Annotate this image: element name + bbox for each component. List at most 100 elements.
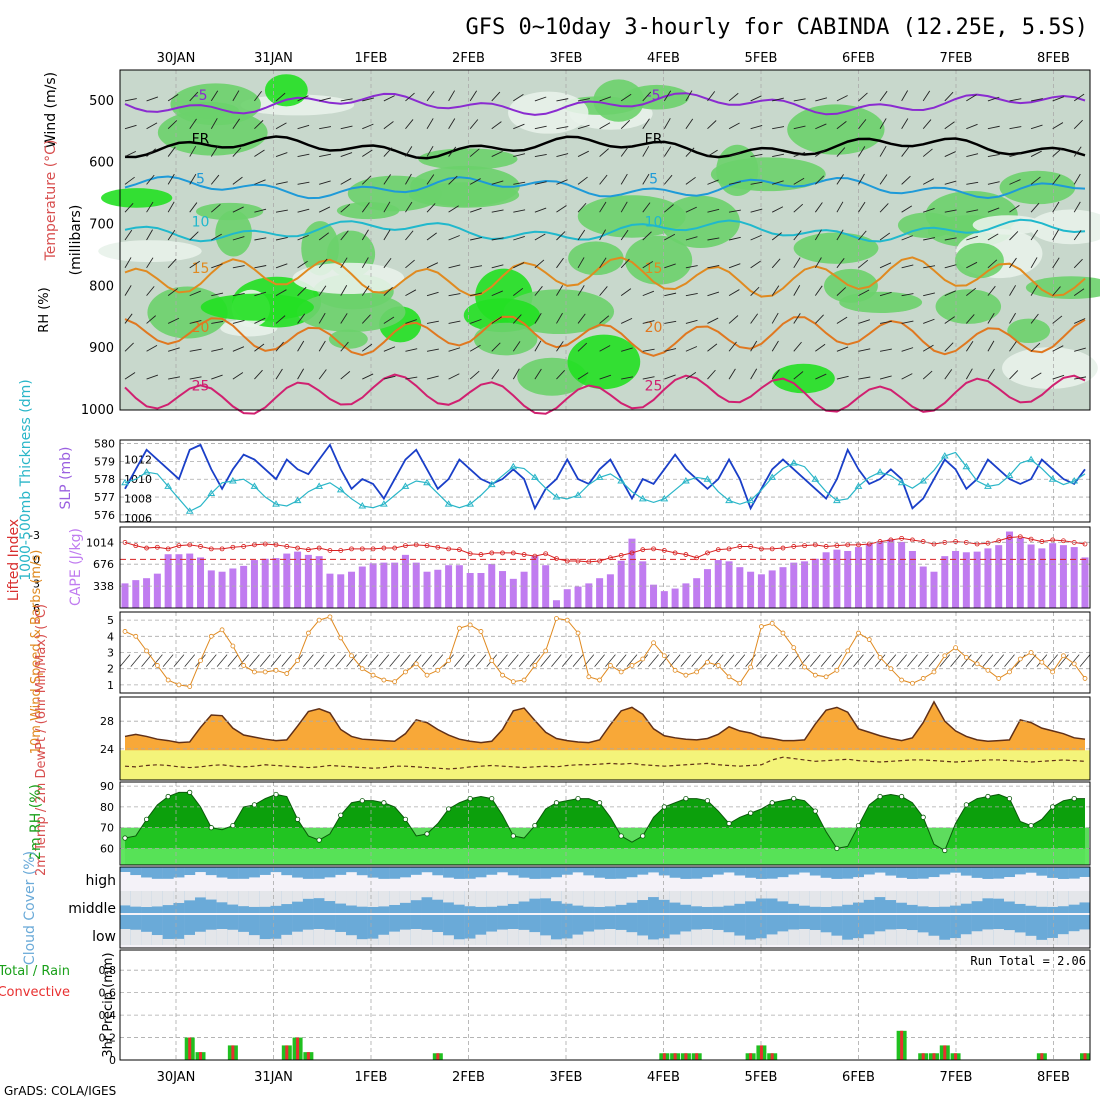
cloud-high-bar <box>1079 867 1091 877</box>
cloud-low-gap <box>896 929 908 945</box>
wind-barb <box>1074 347 1086 352</box>
wind-barb <box>167 258 177 269</box>
wind-barb <box>275 341 284 352</box>
barb-shaft <box>944 209 957 213</box>
wind-barb <box>383 147 393 157</box>
wind-barb <box>124 176 135 185</box>
barb-shaft <box>491 180 504 185</box>
barb-shaft <box>383 287 393 296</box>
barb-shaft <box>836 95 848 102</box>
barb-shaft <box>232 236 245 241</box>
cloud-middle-gap <box>141 891 153 907</box>
wind-barb <box>620 229 629 241</box>
date-label-top: 30JAN <box>157 51 196 66</box>
barb-shaft <box>318 340 326 352</box>
wind-barb <box>167 229 176 241</box>
precip-convective-bar <box>306 1052 310 1060</box>
wind-speed-point <box>1007 669 1012 675</box>
thickness-point <box>228 477 237 484</box>
thickness-point <box>444 500 453 507</box>
cloud-middle-gap <box>378 891 390 907</box>
wind-barb <box>469 178 481 185</box>
precip-tick: 0 <box>109 1054 116 1067</box>
cloud-high-bar <box>993 867 1005 879</box>
wind-speed-point <box>575 630 581 636</box>
wind-speed-point <box>284 671 290 676</box>
date-label-bottom: 30JAN <box>157 1070 196 1085</box>
barb-shaft <box>1074 347 1086 352</box>
rh2m-tick: 70 <box>100 822 114 835</box>
barb-shaft <box>922 178 934 185</box>
wind-barb <box>901 347 914 352</box>
lifted-index-point <box>305 547 311 553</box>
cloud-high-bar <box>863 867 875 875</box>
rh-contour-blob <box>1029 209 1100 245</box>
barb-shaft <box>923 265 936 269</box>
cloud-high-bar <box>248 867 260 878</box>
lifted-index-point <box>877 539 883 544</box>
surface-wind-barb <box>324 654 336 667</box>
barb-shaft <box>966 94 977 102</box>
barb-shaft <box>448 264 461 269</box>
wind-barb <box>318 206 331 213</box>
barb-shaft <box>599 174 608 185</box>
cape-bar <box>898 541 906 608</box>
lifted-index-point <box>381 545 387 551</box>
barb-shaft <box>426 232 437 241</box>
cloud-low-gap <box>507 929 519 945</box>
barb-shaft <box>275 315 286 324</box>
cloud-high-bar <box>475 867 487 878</box>
barb-shaft <box>664 348 677 352</box>
wind-barb <box>642 320 655 324</box>
cloud-low-gap <box>982 929 994 945</box>
barb-shaft <box>728 92 739 102</box>
lifted-axis-label: Lifted Index <box>6 519 22 601</box>
cloud-low-bar <box>453 915 465 945</box>
thickness-point <box>897 478 906 486</box>
wind-barb <box>814 202 823 213</box>
barb-shaft <box>189 376 202 380</box>
wind-barb <box>211 263 223 269</box>
wind-barb <box>987 125 1000 130</box>
lifted-index-point <box>715 547 721 553</box>
wind-barb <box>664 348 677 352</box>
cloud-middle-gap <box>1068 891 1080 905</box>
wind-speed-point <box>769 620 775 626</box>
lifted-index-point <box>349 546 354 552</box>
cloud-middle-gap <box>248 891 260 907</box>
dewpoint-band <box>120 750 1090 780</box>
wind-barb <box>966 209 979 213</box>
wind-barb <box>577 124 590 130</box>
barb-shaft <box>254 237 267 241</box>
barb-shaft <box>189 320 202 324</box>
barb-shaft <box>858 92 868 102</box>
wind-barb <box>577 285 585 296</box>
barb-shaft <box>922 119 932 130</box>
cape-bar <box>477 573 485 608</box>
barb-shaft <box>426 174 435 185</box>
date-label-top: 8FEB <box>1037 51 1070 66</box>
cloud-middle-gap <box>335 891 347 904</box>
isotherm-15 <box>124 256 1086 298</box>
cloud-middle-gap <box>292 891 304 902</box>
cloud-low-gap <box>1036 939 1048 945</box>
thickness-point <box>703 475 712 482</box>
rh2m-point <box>122 835 128 841</box>
isotherm-label: 25 <box>645 379 663 395</box>
slp-tick: 1006 <box>124 512 152 525</box>
wind-barb <box>210 146 219 157</box>
thickness-point <box>358 501 367 509</box>
barb-shaft <box>1052 96 1065 102</box>
wind-barb <box>664 263 676 269</box>
wind-barb <box>168 376 181 380</box>
wind-barb <box>491 264 504 269</box>
thickness-point <box>725 496 733 504</box>
cape-bar <box>531 556 539 608</box>
wind-barb <box>383 95 395 102</box>
barb-shaft <box>124 372 136 380</box>
surface-wind-barb <box>367 654 379 667</box>
wind-barb <box>319 153 332 157</box>
wind-barb <box>1073 173 1081 185</box>
barb-shaft <box>189 173 197 185</box>
surface-wind-barb <box>669 654 681 667</box>
